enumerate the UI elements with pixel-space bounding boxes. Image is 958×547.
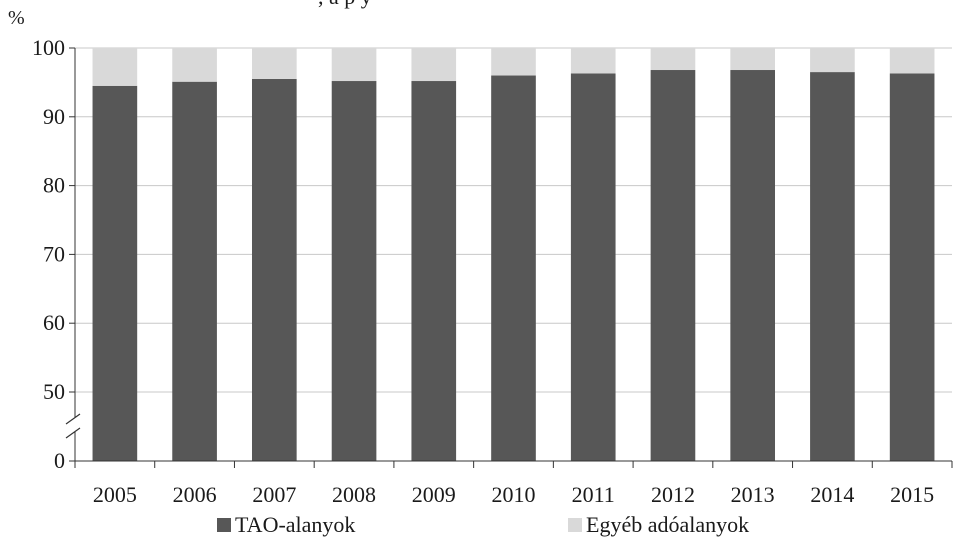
legend-label-egyeb: Egyéb adóalanyok — [586, 512, 750, 537]
x-tick-label-2008: 2008 — [332, 482, 376, 507]
axis-break-gap — [67, 418, 81, 432]
y-tick-label-50: 50 — [43, 379, 65, 404]
bar-tao-2007 — [251, 78, 297, 462]
legend-swatch-egyeb — [568, 518, 582, 532]
legend-item-egyeb: Egyéb adóalanyok — [568, 512, 749, 538]
bar-tao-2010 — [491, 75, 536, 462]
chart-title-fragment: , a p y — [318, 0, 372, 10]
bar-egyeb-2011 — [570, 48, 616, 74]
bar-tao-2015 — [889, 73, 935, 462]
bar-egyeb-2008 — [331, 48, 377, 82]
x-tick-label-2009: 2009 — [412, 482, 456, 507]
y-tick-label-70: 70 — [43, 241, 65, 266]
bar-tao-2014 — [810, 72, 855, 461]
bar-egyeb-2006 — [172, 48, 217, 82]
legend: TAO-alanyok Egyéb adóalanyok — [0, 512, 958, 542]
x-tick-label-2011: 2011 — [572, 482, 615, 507]
y-tick-label-80: 80 — [43, 173, 65, 198]
x-tick-label-2007: 2007 — [252, 482, 296, 507]
x-tick-label-2012: 2012 — [651, 482, 695, 507]
y-tick-label-90: 90 — [43, 104, 65, 129]
bar-tao-2009 — [411, 81, 457, 462]
axis-break-mark-upper — [65, 413, 81, 425]
bar-egyeb-2013 — [730, 48, 776, 71]
bar-tao-2005 — [92, 85, 138, 461]
x-tick-label-2014: 2014 — [810, 482, 854, 507]
y-tick-label-0: 0 — [54, 448, 65, 473]
bar-tao-2013 — [730, 70, 776, 462]
bar-tao-2008 — [331, 81, 377, 462]
bar-egyeb-2014 — [810, 48, 855, 73]
x-tick-label-2010: 2010 — [492, 482, 536, 507]
legend-item-tao: TAO-alanyok — [217, 512, 355, 538]
bar-egyeb-2012 — [650, 48, 696, 71]
axes — [65, 47, 953, 468]
bar-egyeb-2009 — [411, 48, 457, 82]
bar-egyeb-2005 — [92, 48, 138, 86]
legend-swatch-tao — [217, 518, 231, 532]
gridlines — [75, 47, 952, 393]
axis-break-mark-lower — [65, 427, 81, 439]
bar-egyeb-2015 — [889, 48, 935, 74]
y-tick-labels: 0 50 60 70 80 90 100 — [32, 35, 65, 473]
y-tick-label-100: 100 — [32, 35, 65, 60]
bar-tao-2012 — [650, 70, 696, 462]
y-tick-label-60: 60 — [43, 310, 65, 335]
bar-tao-2006 — [172, 81, 217, 461]
x-tick-label-2006: 2006 — [173, 482, 217, 507]
x-tick-label-2005: 2005 — [93, 482, 137, 507]
bar-egyeb-2010 — [491, 48, 536, 76]
bar-egyeb-2007 — [251, 48, 297, 79]
bars — [92, 48, 935, 462]
bar-tao-2011 — [570, 73, 616, 462]
x-tick-label-2015: 2015 — [890, 482, 934, 507]
x-tick-label-2013: 2013 — [731, 482, 775, 507]
x-tick-labels: 2005 2006 2007 2008 2009 2010 2011 2012 2013 2014… — [93, 482, 934, 507]
y-unit-label: % — [8, 7, 25, 29]
legend-label-tao: TAO-alanyok — [235, 512, 356, 537]
